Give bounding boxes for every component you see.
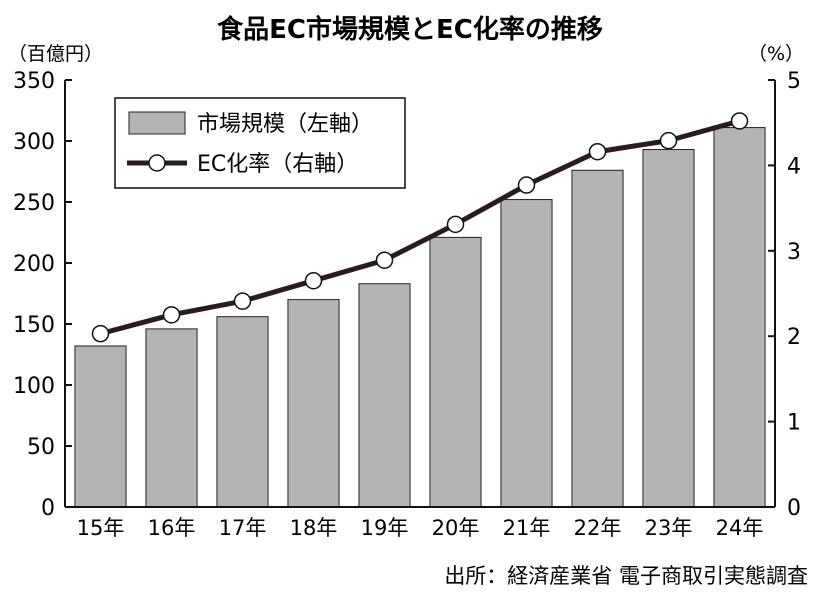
right-tick-label-3: 3 bbox=[787, 240, 801, 265]
ec-rate-point-4 bbox=[375, 251, 394, 269]
x-tick-label-9: 24年 bbox=[716, 516, 764, 540]
right-tick-label-4: 4 bbox=[787, 154, 801, 179]
x-tick-label-7: 22年 bbox=[574, 516, 622, 540]
bar-9 bbox=[713, 127, 766, 508]
bar-1 bbox=[145, 328, 198, 508]
ec-rate-point-7 bbox=[588, 142, 607, 161]
ec-rate-point-2 bbox=[233, 292, 252, 310]
right-tick-label-1: 1 bbox=[787, 411, 801, 436]
x-tick-label-5: 20年 bbox=[432, 516, 480, 540]
bar-4 bbox=[358, 283, 411, 508]
left-tick-label-4: 200 bbox=[13, 252, 55, 277]
bar-3 bbox=[287, 299, 340, 508]
ec-rate-point-1 bbox=[162, 306, 181, 324]
plot-area: 0 50 100 150 200 250 300 350 0 1 2 3 4 5 15年 16年 17年 18年 1… bbox=[13, 69, 801, 540]
left-tick-label-3: 150 bbox=[13, 313, 55, 338]
bar-2 bbox=[216, 316, 269, 508]
legend-bar-label: 市場規模（左軸） bbox=[197, 112, 373, 137]
legend-line-marker bbox=[148, 154, 166, 172]
source-note: 出所：経済産業省 電子商取引実態調査 bbox=[444, 564, 808, 588]
bar-6 bbox=[500, 199, 553, 508]
left-tick-label-0: 0 bbox=[41, 496, 55, 521]
ec-rate-point-6 bbox=[517, 176, 536, 194]
legend-bar-swatch bbox=[128, 111, 186, 135]
bar-5 bbox=[429, 236, 482, 508]
right-tick-label-5: 5 bbox=[787, 69, 801, 94]
x-tick-label-3: 18年 bbox=[290, 516, 338, 540]
left-tick-label-5: 250 bbox=[13, 191, 55, 216]
left-tick-label-2: 100 bbox=[13, 374, 55, 399]
x-tick-label-4: 19年 bbox=[361, 516, 409, 540]
x-tick-label-1: 16年 bbox=[148, 516, 196, 540]
bar-7 bbox=[571, 169, 624, 508]
ec-rate-line bbox=[99, 118, 741, 337]
bar-0 bbox=[74, 345, 127, 508]
x-tick-label-8: 23年 bbox=[645, 516, 693, 540]
ec-rate-point-0 bbox=[91, 324, 110, 343]
right-tick-label-0: 0 bbox=[787, 496, 801, 521]
ec-rate-point-5 bbox=[446, 215, 465, 234]
x-tick-label-2: 17年 bbox=[219, 516, 267, 540]
x-tick-label-0: 15年 bbox=[77, 516, 125, 540]
ec-rate-point-3 bbox=[304, 271, 323, 290]
left-tick-label-7: 350 bbox=[13, 69, 55, 94]
x-tick-label-6: 21年 bbox=[503, 516, 551, 540]
right-tick-label-2: 2 bbox=[787, 325, 801, 350]
left-tick-label-6: 300 bbox=[13, 130, 55, 155]
right-axis-unit: （%） bbox=[748, 43, 804, 65]
ec-rate-point-8 bbox=[659, 131, 678, 150]
left-axis-unit: （百億円） bbox=[8, 43, 103, 65]
ec-rate-point-9 bbox=[730, 112, 749, 130]
legend-line-label: EC化率（右軸） bbox=[197, 152, 358, 177]
bar-8 bbox=[642, 149, 695, 508]
chart-title: 食品EC市場規模とEC化率の推移 bbox=[217, 14, 603, 45]
left-tick-label-1: 50 bbox=[27, 435, 55, 460]
